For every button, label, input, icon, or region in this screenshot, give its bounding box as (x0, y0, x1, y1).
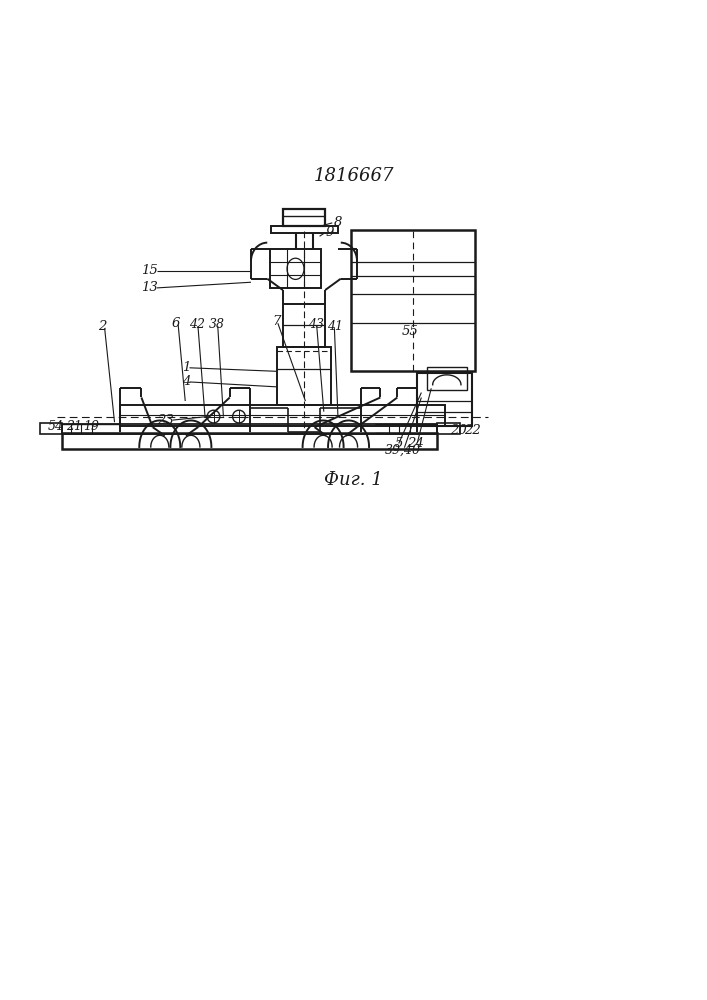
Text: 42: 42 (189, 318, 206, 331)
Bar (120, 405, 445, 426)
Text: 2: 2 (98, 320, 106, 333)
Text: 43: 43 (308, 318, 324, 331)
Text: 38: 38 (209, 318, 226, 331)
Bar (351, 230, 475, 371)
Bar (277, 347, 331, 405)
Text: 6: 6 (172, 317, 180, 330)
Text: 4: 4 (182, 375, 191, 388)
Bar (62, 424, 437, 434)
Text: 23: 23 (157, 414, 174, 427)
Bar (271, 226, 338, 233)
Bar (283, 304, 325, 347)
Bar (283, 209, 325, 226)
Bar (437, 423, 460, 434)
Text: 7: 7 (272, 315, 281, 328)
Text: 54: 54 (48, 420, 64, 433)
Text: 9: 9 (325, 226, 334, 239)
Text: 55: 55 (402, 325, 419, 338)
Text: 22: 22 (464, 424, 481, 437)
Text: 24: 24 (407, 437, 424, 450)
Text: 8: 8 (334, 216, 342, 229)
Text: 39,40: 39,40 (385, 444, 421, 457)
Text: 20: 20 (450, 424, 467, 437)
Bar (417, 373, 472, 426)
Text: 15: 15 (141, 264, 158, 277)
Text: Фиг. 1: Фиг. 1 (324, 471, 383, 489)
Text: 1816667: 1816667 (313, 167, 394, 185)
Text: 13: 13 (141, 281, 158, 294)
Text: 21: 21 (66, 420, 83, 433)
Bar (62, 433, 437, 449)
Bar (427, 367, 467, 390)
Text: 41: 41 (327, 320, 343, 333)
Text: 5: 5 (395, 437, 403, 450)
Text: 19: 19 (83, 420, 100, 433)
Bar (270, 249, 321, 288)
Text: 1: 1 (182, 361, 191, 374)
Bar (40, 423, 62, 434)
